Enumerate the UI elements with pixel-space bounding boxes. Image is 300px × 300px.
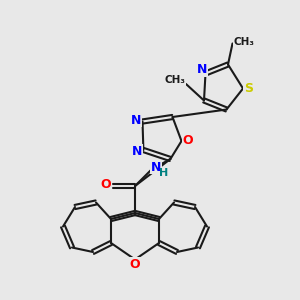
Text: N: N — [131, 113, 141, 127]
Text: CH₃: CH₃ — [233, 37, 254, 47]
Text: S: S — [244, 82, 253, 95]
Text: CH₃: CH₃ — [164, 75, 185, 85]
Text: O: O — [100, 178, 111, 191]
Text: O: O — [182, 134, 193, 148]
Text: N: N — [132, 145, 142, 158]
Text: N: N — [151, 160, 161, 174]
Text: O: O — [130, 257, 140, 271]
Text: N: N — [197, 63, 208, 76]
Text: H: H — [160, 167, 169, 178]
